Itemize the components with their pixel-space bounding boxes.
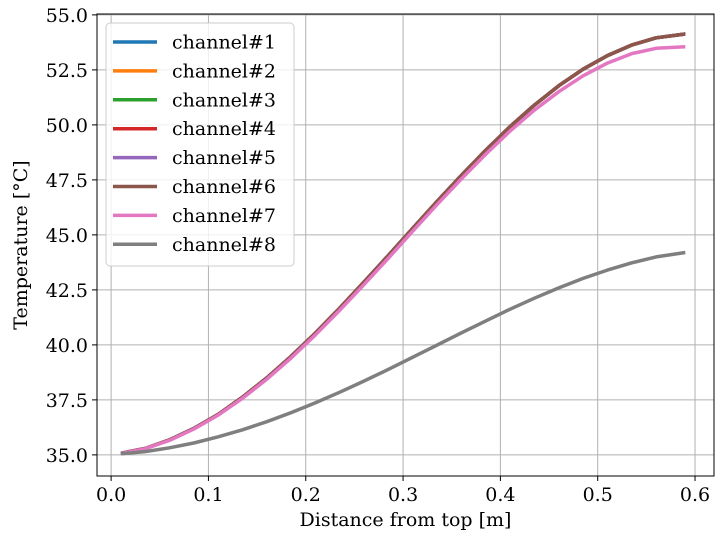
y-tick-label: 55.0 xyxy=(46,5,88,27)
y-tick-label: 47.5 xyxy=(46,170,88,192)
x-tick-label: 0.4 xyxy=(485,484,515,506)
grid xyxy=(97,14,714,476)
legend-label-1: channel#1 xyxy=(172,32,276,54)
y-tick-label: 35.0 xyxy=(46,445,88,467)
legend-label-2: channel#2 xyxy=(172,60,276,82)
series-line-8 xyxy=(120,250,686,456)
plot-frame xyxy=(96,13,715,477)
legend-label-4: channel#4 xyxy=(172,118,276,140)
legend-label-7: channel#7 xyxy=(172,205,276,227)
legend-label-6: channel#6 xyxy=(172,176,276,198)
y-tick-label: 52.5 xyxy=(46,60,88,82)
legend-label-5: channel#5 xyxy=(172,147,276,169)
x-tick-label: 0.3 xyxy=(388,484,418,506)
x-tick-label: 0.0 xyxy=(96,484,126,506)
legend: channel#1 channel#2 channel#3 channel#4 chan… xyxy=(105,22,295,267)
series-lines xyxy=(120,32,686,456)
y-tick-label: 40.0 xyxy=(46,335,88,357)
y-tick-label: 37.5 xyxy=(46,390,88,412)
y-tick-label: 45.0 xyxy=(46,225,88,247)
y-tick-label: 50.0 xyxy=(46,115,88,137)
x-tick-label: 0.6 xyxy=(680,484,710,506)
x-tick-label: 0.5 xyxy=(583,484,613,506)
axis-ticks: 0.0 0.1 0.2 0.3 0.4 0.5 0.6 35.0 37.5 40.0 42.5 45.… xyxy=(46,5,710,506)
y-axis-label: Temperature [°C] xyxy=(10,160,32,329)
legend-label-3: channel#3 xyxy=(172,89,276,111)
x-tick-label: 0.1 xyxy=(193,484,223,506)
x-tick-label: 0.2 xyxy=(291,484,321,506)
legend-box xyxy=(105,22,295,267)
y-tick-label: 42.5 xyxy=(46,280,88,302)
series-line-7 xyxy=(120,45,686,456)
legend-label-8: channel#8 xyxy=(172,234,276,256)
x-axis-label: Distance from top [m] xyxy=(300,509,512,531)
